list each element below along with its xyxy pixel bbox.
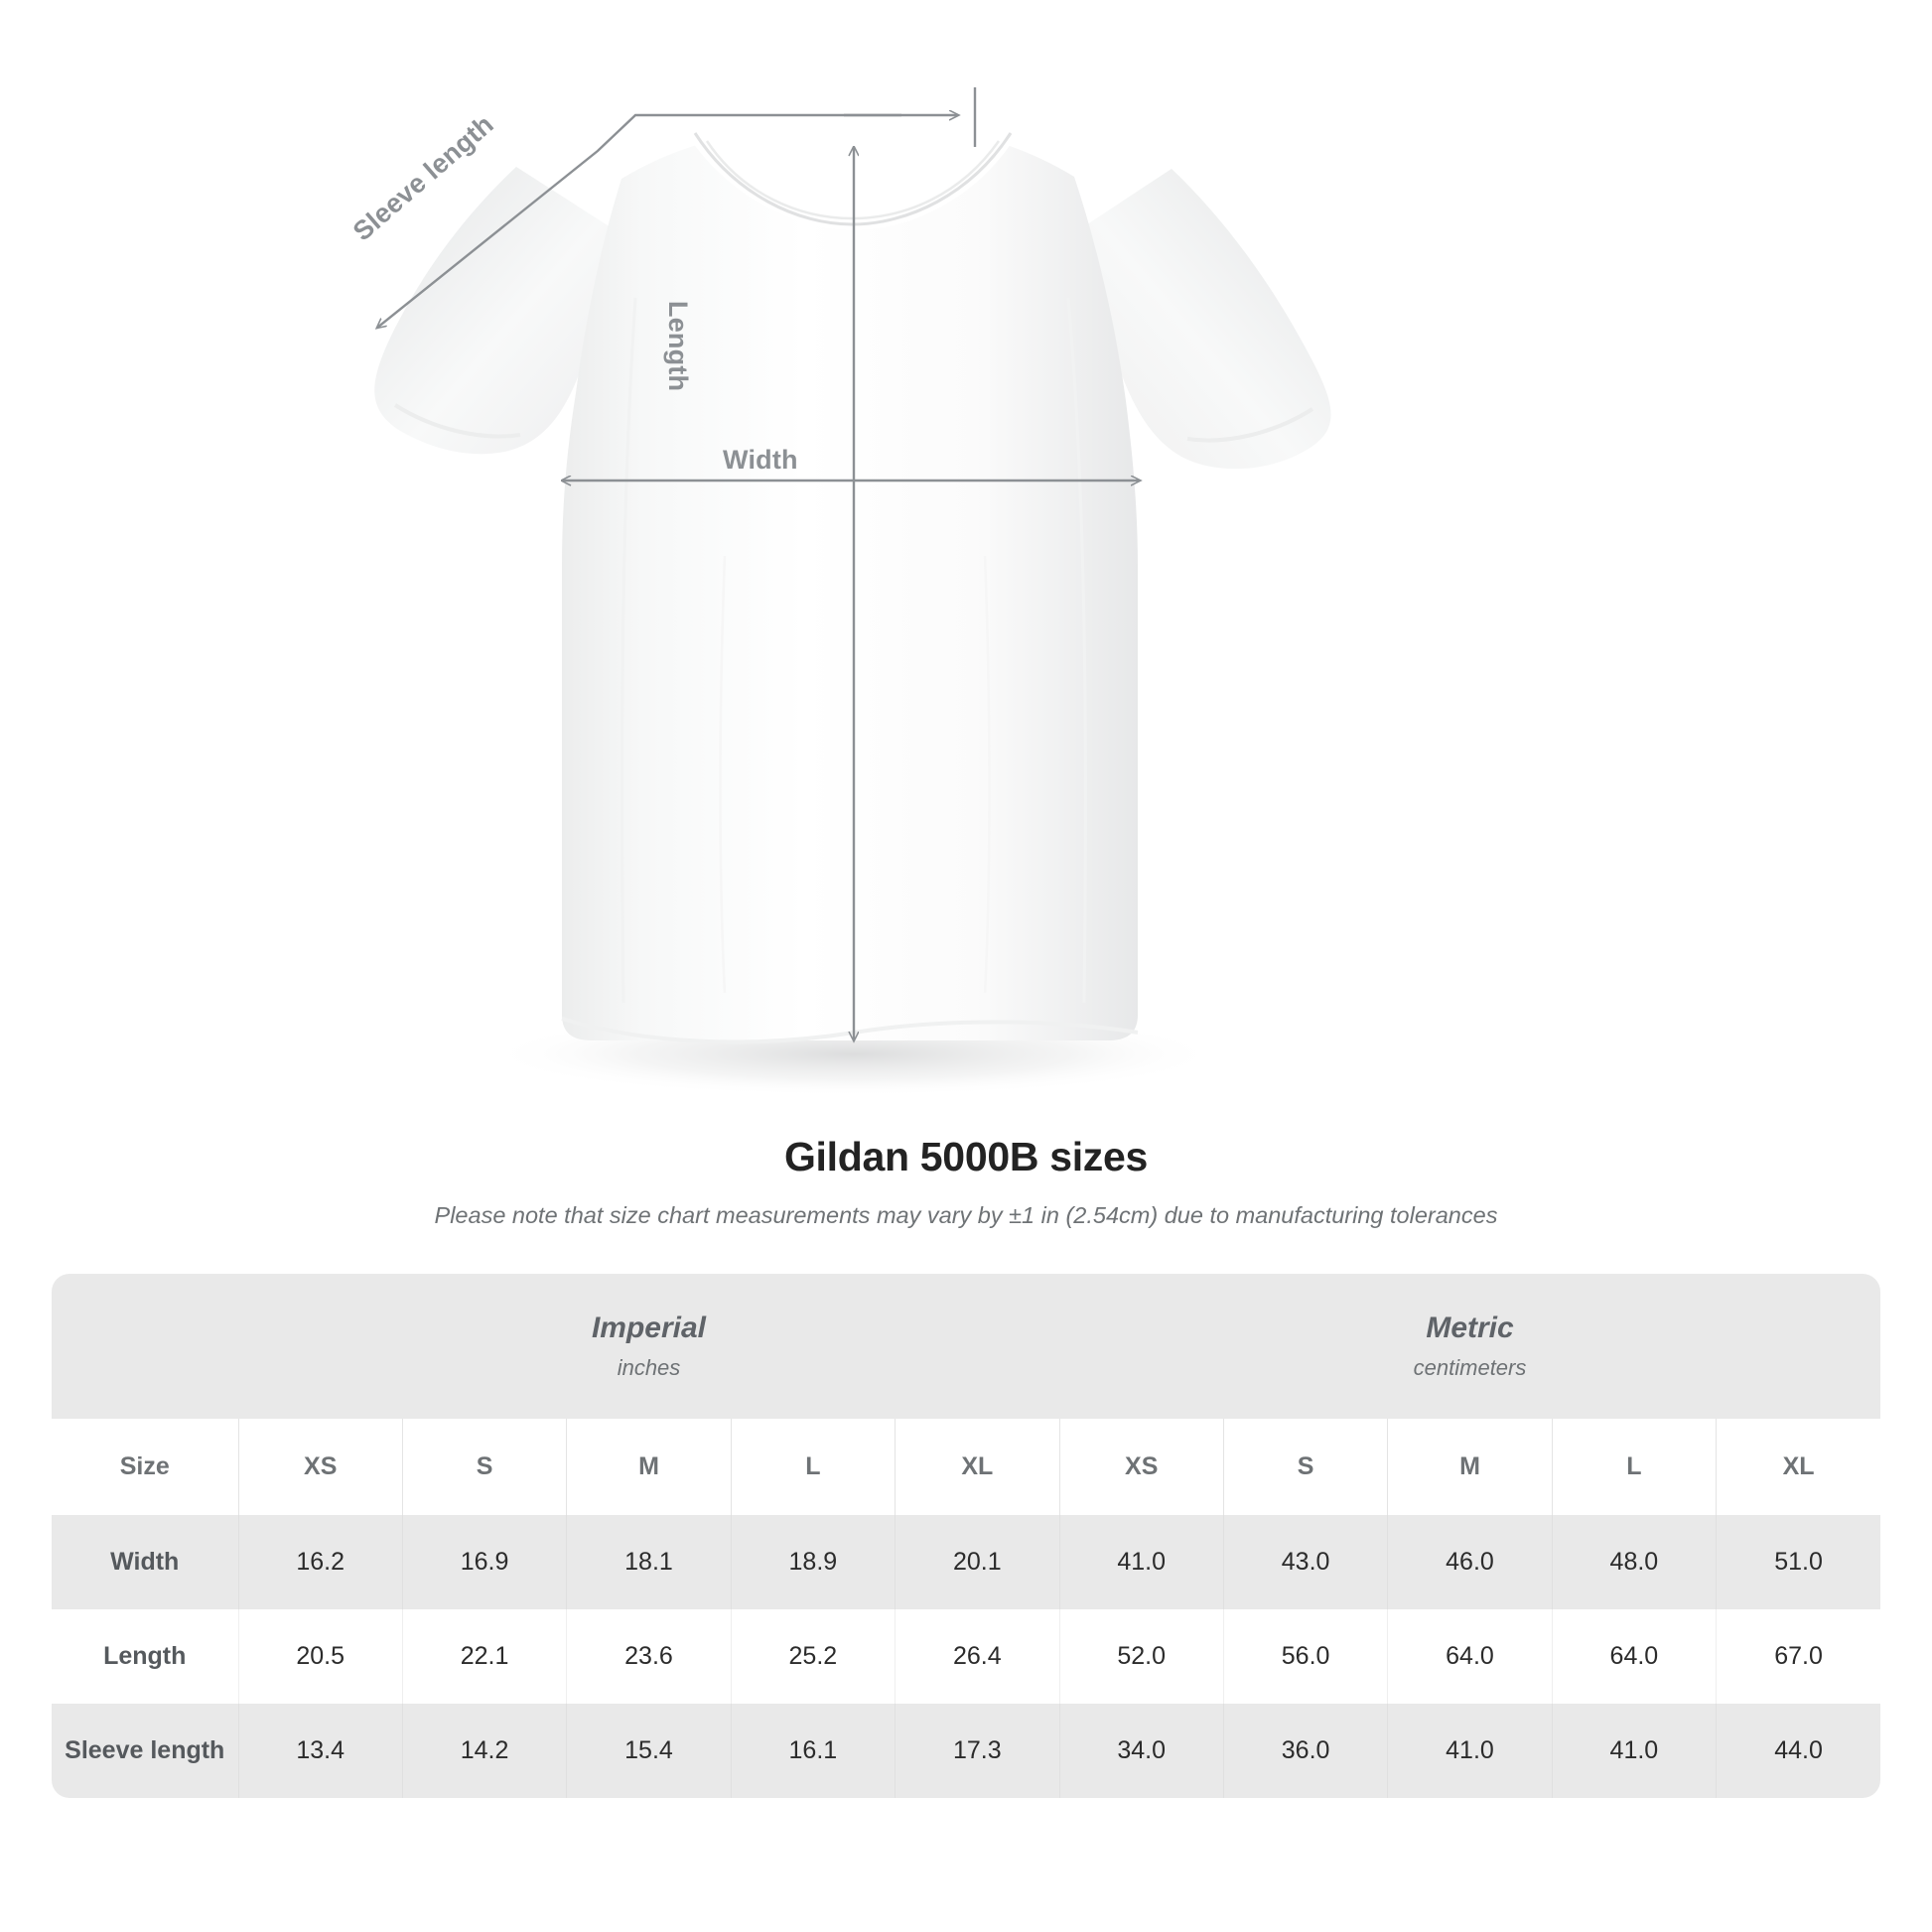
table-cell: 52.0: [1058, 1608, 1224, 1704]
size-column-header: S: [401, 1418, 567, 1515]
table-cell: 26.4: [895, 1608, 1060, 1704]
size-column-header: M: [1387, 1418, 1553, 1515]
size-header-row: Size XS S M L XL XS S M L XL: [52, 1418, 1880, 1515]
table-cell: 14.2: [401, 1703, 567, 1798]
size-column-header: S: [1222, 1418, 1388, 1515]
size-column-header: XS: [237, 1418, 403, 1515]
size-chart-table-wrapper: Imperial inches Metric centimeters Size …: [52, 1274, 1880, 1798]
table-cell: 64.0: [1551, 1608, 1717, 1704]
sleeve-length-dimension: [377, 87, 977, 328]
table-cell: 20.5: [237, 1608, 403, 1704]
table-cell: 25.2: [730, 1608, 896, 1704]
table-cell: 41.0: [1058, 1514, 1224, 1609]
table-row: Sleeve length 13.4 14.2 15.4 16.1 17.3 3…: [52, 1703, 1880, 1798]
size-header-label: Size: [52, 1418, 238, 1515]
title-block: Gildan 5000B sizes Please note that size…: [0, 1134, 1932, 1229]
table-cell: 18.9: [730, 1514, 896, 1609]
table-cell: 64.0: [1387, 1608, 1553, 1704]
size-column-header: XL: [895, 1418, 1060, 1515]
table-cell: 46.0: [1387, 1514, 1553, 1609]
row-label-sleeve-length: Sleeve length: [52, 1703, 238, 1798]
table-cell: 16.9: [401, 1514, 567, 1609]
size-column-header: L: [730, 1418, 896, 1515]
size-chart-table: Imperial inches Metric centimeters Size …: [52, 1274, 1880, 1798]
unit-header-imperial: Imperial inches: [238, 1274, 1060, 1419]
table-cell: 20.1: [895, 1514, 1060, 1609]
unit-header-corner: [52, 1274, 238, 1419]
table-cell: 41.0: [1551, 1703, 1717, 1798]
table-cell: 51.0: [1716, 1514, 1880, 1609]
table-cell: 16.2: [237, 1514, 403, 1609]
table-cell: 67.0: [1716, 1608, 1880, 1704]
page-title: Gildan 5000B sizes: [783, 1134, 1149, 1179]
table-cell: 17.3: [895, 1703, 1060, 1798]
table-cell: 22.1: [401, 1608, 567, 1704]
table-row: Width 16.2 16.9 18.1 18.9 20.1 41.0 43.0…: [52, 1514, 1880, 1609]
table-cell: 43.0: [1222, 1514, 1388, 1609]
unit-group-header-row: Imperial inches Metric centimeters: [52, 1274, 1880, 1419]
table-cell: 15.4: [566, 1703, 732, 1798]
table-cell: 41.0: [1387, 1703, 1553, 1798]
size-column-header: XL: [1716, 1418, 1880, 1515]
table-cell: 23.6: [566, 1608, 732, 1704]
size-column-header: XS: [1058, 1418, 1224, 1515]
table-cell: 16.1: [730, 1703, 896, 1798]
table-cell: 34.0: [1058, 1703, 1224, 1798]
page-subtitle: Please note that size chart measurements…: [434, 1202, 1498, 1228]
unit-title-imperial: Imperial: [591, 1311, 707, 1344]
table-cell: 13.4: [237, 1703, 403, 1798]
table-cell: 48.0: [1551, 1514, 1717, 1609]
table-cell: 18.1: [566, 1514, 732, 1609]
table-cell: 36.0: [1222, 1703, 1388, 1798]
garment-diagram: Sleeve length Length Width: [347, 87, 1331, 1096]
unit-title-metric: Metric: [1426, 1311, 1514, 1344]
table-cell: 44.0: [1716, 1703, 1880, 1798]
row-label-width: Width: [52, 1514, 238, 1609]
unit-sub-imperial: inches: [617, 1354, 681, 1380]
table-cell: 56.0: [1222, 1608, 1388, 1704]
row-label-length: Length: [52, 1608, 238, 1704]
unit-header-metric: Metric centimeters: [1059, 1274, 1880, 1419]
table-row: Length 20.5 22.1 23.6 25.2 26.4 52.0 56.…: [52, 1608, 1880, 1704]
size-column-header: M: [566, 1418, 732, 1515]
width-label: Width: [723, 445, 798, 475]
length-label: Length: [663, 301, 693, 392]
size-column-header: L: [1551, 1418, 1717, 1515]
unit-sub-metric: centimeters: [1413, 1354, 1527, 1380]
tshirt-illustration: [374, 87, 1331, 1096]
